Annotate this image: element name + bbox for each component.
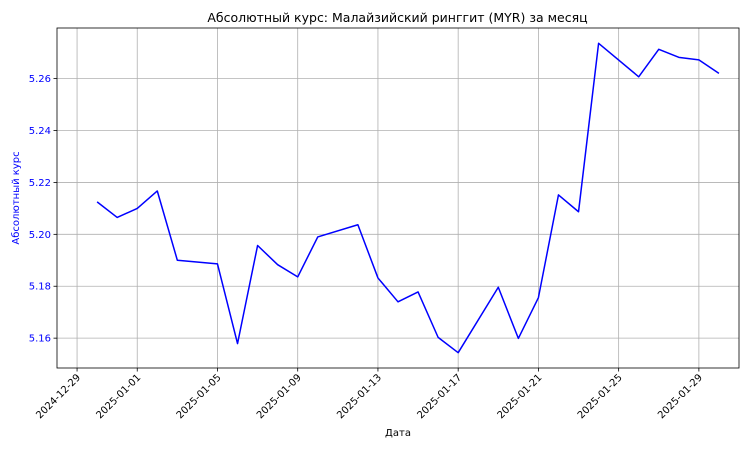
x-tick-label: 2025-01-29 [656,372,705,421]
x-tick-label: 2025-01-17 [415,372,464,421]
y-axis: 5.16 5.18 5.20 5.22 5.24 5.26 [29,74,57,345]
y-tick-label: 5.22 [29,178,51,189]
x-tick-label: 2025-01-25 [576,372,625,421]
x-axis-label: Дата [385,428,411,439]
chart-title: Абсолютный курс: Малайзийский ринггит (M… [207,10,587,25]
y-axis-label: Абсолютный курс [11,151,22,244]
series-line [96,42,720,354]
y-tick-label: 5.26 [29,74,51,85]
series-layer [96,42,720,354]
y-tick-label: 5.16 [29,334,51,345]
plot-frame [56,27,740,369]
x-tick-label: 2025-01-21 [496,372,545,421]
x-axis: 2024-12-29 2025-01-01 2025-01-05 2025-01-09… [34,368,705,421]
grid [57,28,739,368]
x-tick-label: 2025-01-13 [335,372,384,421]
x-tick-label: 2025-01-01 [94,372,143,421]
x-tick-label: 2025-01-09 [255,372,304,421]
x-tick-label: 2024-12-29 [34,372,83,421]
y-tick-label: 5.18 [29,282,51,293]
y-tick-label: 5.20 [29,230,51,241]
x-tick-label: 2025-01-05 [175,372,224,421]
y-tick-label: 5.24 [29,126,51,137]
